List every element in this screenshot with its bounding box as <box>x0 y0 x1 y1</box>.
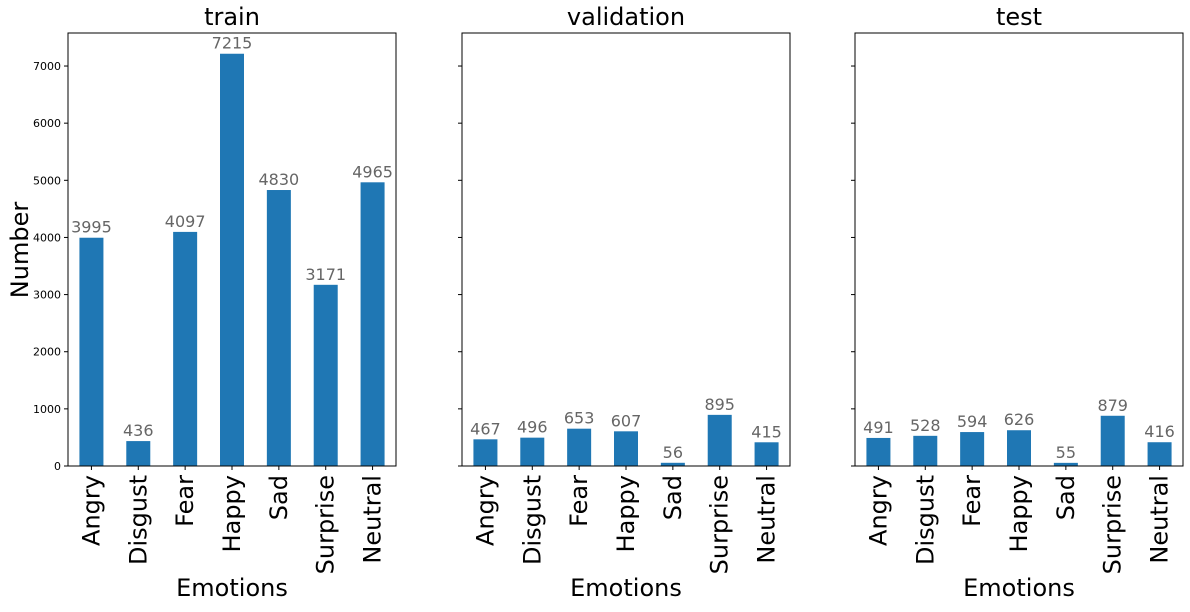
x-tick-label: Happy <box>1005 475 1033 552</box>
x-tick-label: Surprise <box>312 475 340 574</box>
bar-happy <box>220 53 244 467</box>
bar-sad <box>266 190 291 467</box>
plot-frame <box>461 32 791 467</box>
x-tick-label: Sad <box>659 475 687 520</box>
x-tick-label: Angry <box>471 475 499 546</box>
x-tick-label: Surprise <box>706 475 734 574</box>
y-axis-label: Number <box>6 202 34 299</box>
x-tick-label: Surprise <box>1099 475 1127 574</box>
x-tick-label: Angry <box>77 475 105 546</box>
bar-surprise <box>707 414 732 466</box>
x-tick-label: Fear <box>565 475 593 527</box>
x-tick-label: Sad <box>265 475 293 520</box>
data-label: 3171 <box>305 265 346 284</box>
y-tick-label: 1000 <box>33 403 61 416</box>
data-label: 56 <box>663 443 683 462</box>
data-label: 3995 <box>71 218 112 237</box>
data-label: 626 <box>1004 410 1035 429</box>
x-axis-label: Emotions <box>570 574 682 602</box>
bar-disgust <box>126 441 151 466</box>
x-tick-label: Neutral <box>359 475 387 564</box>
bar-sad <box>660 462 685 466</box>
panel-title: validation <box>567 3 685 31</box>
data-label: 55 <box>1056 443 1076 462</box>
x-axis-label: Emotions <box>963 574 1075 602</box>
y-tick-label: 3000 <box>33 289 61 302</box>
data-label: 416 <box>1144 422 1175 441</box>
bar-disgust <box>913 435 938 466</box>
bar-angry <box>79 237 104 466</box>
data-label: 491 <box>863 418 894 437</box>
bar-neutral <box>754 442 779 466</box>
bar-surprise <box>1100 415 1125 466</box>
plot-frame <box>67 32 397 467</box>
x-tick-label: Fear <box>171 475 199 527</box>
x-tick-label: Happy <box>218 475 246 552</box>
data-label: 528 <box>910 416 941 435</box>
bar-happy <box>614 431 638 466</box>
x-tick-label: Angry <box>864 475 892 546</box>
bar-disgust <box>520 437 545 466</box>
plot-frame <box>854 32 1184 467</box>
data-label: 467 <box>470 419 501 438</box>
bar-fear <box>173 231 198 466</box>
x-tick-label: Disgust <box>518 475 546 565</box>
y-tick-label: 7000 <box>33 60 61 73</box>
panel-title: test <box>996 3 1042 31</box>
x-tick-label: Happy <box>612 475 640 552</box>
bar-fear <box>960 432 985 466</box>
data-label: 4965 <box>352 162 393 181</box>
bar-neutral <box>360 182 385 466</box>
x-axis-label: Emotions <box>176 574 288 602</box>
data-label: 4830 <box>258 170 299 189</box>
data-label: 607 <box>611 411 642 430</box>
y-tick-label: 6000 <box>33 117 61 130</box>
data-label: 879 <box>1097 396 1128 415</box>
y-tick-label: 0 <box>54 460 61 473</box>
bar-sad <box>1053 462 1078 466</box>
data-label: 436 <box>123 421 154 440</box>
x-tick-label: Fear <box>958 475 986 527</box>
y-tick-label: 2000 <box>33 346 61 359</box>
bar-angry <box>866 437 891 466</box>
bar-fear <box>567 428 592 466</box>
bar-angry <box>473 439 498 466</box>
bar-surprise <box>313 284 338 466</box>
data-label: 653 <box>564 409 595 428</box>
panel-title: train <box>204 3 260 31</box>
bar-neutral <box>1147 442 1172 466</box>
x-tick-label: Disgust <box>911 475 939 565</box>
x-tick-label: Sad <box>1052 475 1080 520</box>
data-label: 7215 <box>212 34 253 53</box>
data-label: 496 <box>517 418 548 437</box>
x-tick-label: Disgust <box>124 475 152 565</box>
y-tick-label: 4000 <box>33 231 61 244</box>
data-label: 895 <box>704 395 735 414</box>
x-tick-label: Neutral <box>753 475 781 564</box>
data-label: 415 <box>751 422 782 441</box>
x-tick-label: Neutral <box>1146 475 1174 564</box>
y-tick-label: 5000 <box>33 174 61 187</box>
data-label: 594 <box>957 412 988 431</box>
data-label: 4097 <box>165 212 206 231</box>
bar-happy <box>1007 430 1031 466</box>
